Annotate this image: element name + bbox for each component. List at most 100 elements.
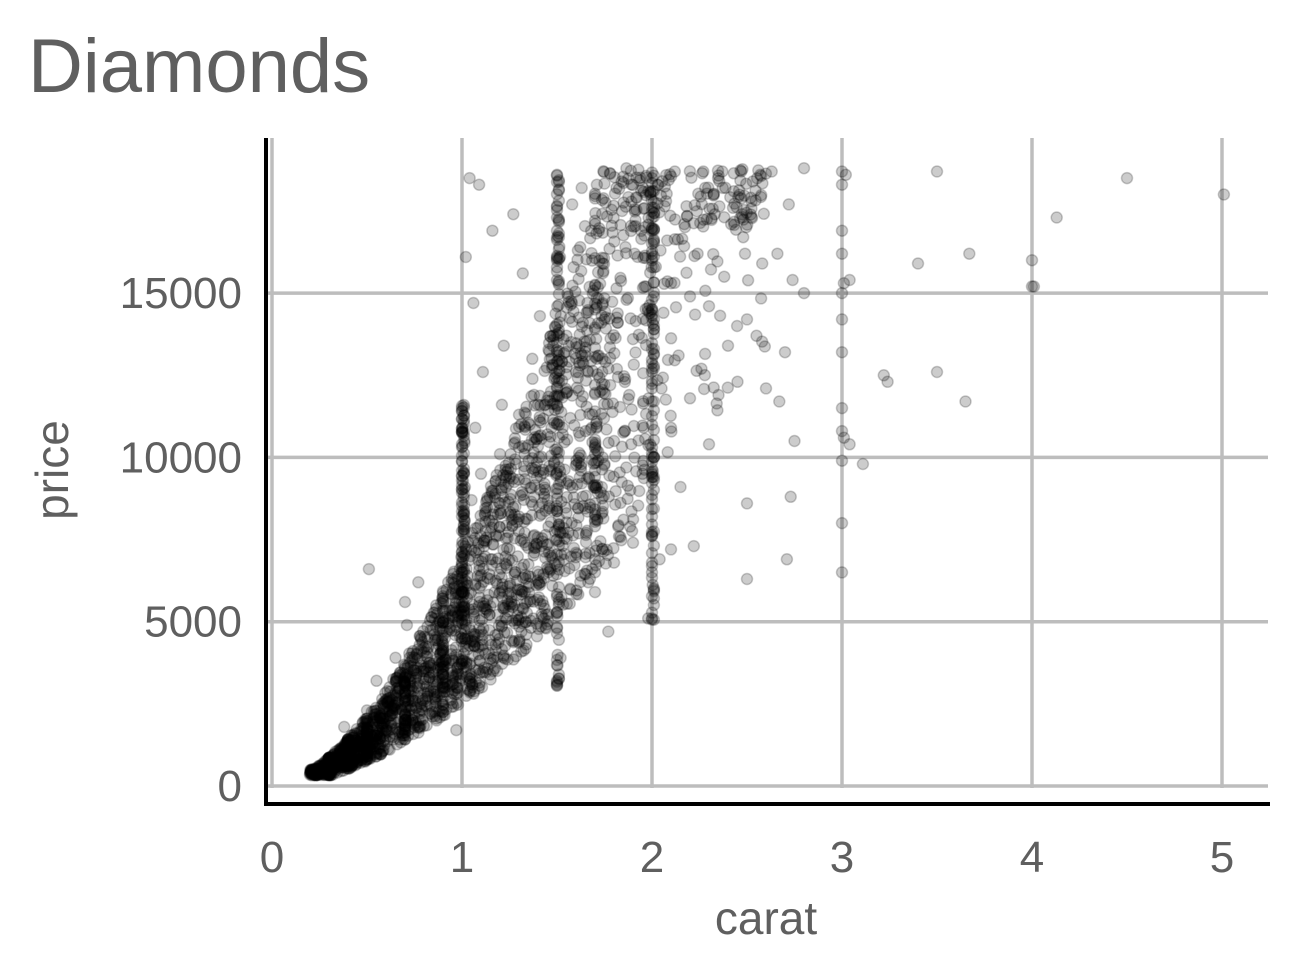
data-point — [341, 755, 355, 769]
data-point — [788, 434, 801, 448]
data-point — [398, 674, 411, 688]
data-point — [329, 760, 342, 774]
data-point — [320, 766, 333, 779]
data-point — [489, 528, 503, 542]
data-point — [550, 466, 564, 480]
data-point — [640, 171, 654, 184]
data-point — [446, 582, 460, 595]
data-point — [315, 766, 328, 780]
grid-lines — [268, 138, 1268, 788]
data-point — [505, 634, 518, 647]
data-point — [313, 768, 326, 781]
data-point — [575, 181, 588, 195]
data-point — [608, 450, 622, 463]
data-point — [731, 375, 744, 389]
data-point — [546, 413, 560, 427]
data-point — [457, 563, 471, 576]
data-point — [360, 730, 374, 743]
data-point — [485, 486, 499, 499]
data-point — [497, 339, 511, 352]
data-point — [440, 703, 453, 716]
data-point — [580, 524, 594, 538]
data-point — [550, 265, 564, 278]
data-point — [608, 187, 622, 200]
data-point — [550, 467, 563, 480]
data-point — [406, 680, 419, 693]
data-point — [552, 535, 566, 548]
data-point — [711, 172, 725, 185]
data-point — [422, 656, 436, 670]
data-point — [638, 280, 651, 293]
data-point — [341, 746, 355, 760]
data-point — [636, 395, 650, 408]
data-point — [446, 608, 459, 622]
data-point — [619, 240, 632, 254]
data-point — [605, 203, 618, 217]
data-point — [478, 507, 492, 520]
data-point — [363, 743, 376, 756]
data-point — [959, 395, 972, 408]
data-point — [303, 767, 317, 780]
data-point — [608, 235, 621, 248]
data-point — [550, 203, 564, 217]
data-point — [341, 748, 355, 761]
data-point — [668, 232, 682, 246]
data-point — [458, 549, 471, 562]
data-point — [707, 188, 720, 201]
data-point — [438, 631, 452, 645]
data-point — [333, 742, 347, 756]
data-point — [351, 755, 364, 769]
data-point — [690, 364, 703, 378]
data-point — [530, 432, 544, 446]
data-point — [341, 753, 355, 767]
data-point — [645, 462, 659, 476]
data-point — [412, 691, 425, 704]
data-point — [542, 343, 555, 357]
data-point — [349, 752, 363, 765]
data-point — [700, 187, 714, 200]
data-point — [585, 254, 599, 267]
data-point — [598, 177, 611, 190]
data-point — [708, 207, 721, 221]
data-point — [646, 465, 660, 478]
data-point — [416, 713, 429, 726]
data-point — [322, 766, 336, 779]
data-point — [552, 598, 566, 612]
data-point — [550, 487, 564, 500]
data-point — [495, 643, 509, 656]
data-point — [571, 502, 585, 515]
data-point — [647, 286, 661, 299]
data-point — [390, 738, 404, 751]
data-point — [472, 564, 486, 577]
data-point — [647, 450, 661, 464]
data-point — [398, 709, 412, 722]
data-point — [647, 433, 661, 447]
data-point — [455, 576, 469, 590]
data-point — [589, 544, 602, 558]
data-point — [551, 482, 565, 496]
data-point — [371, 714, 385, 728]
data-point — [495, 398, 509, 412]
data-point — [319, 764, 332, 777]
data-point — [468, 628, 482, 641]
data-point — [489, 530, 503, 543]
data-point — [619, 246, 633, 260]
data-point — [446, 609, 459, 623]
data-point — [733, 188, 746, 201]
data-point — [328, 756, 341, 770]
data-point — [645, 377, 659, 391]
data-point — [622, 392, 635, 406]
data-point — [328, 753, 342, 767]
data-point — [421, 646, 434, 659]
data-point — [399, 713, 413, 727]
data-point — [428, 606, 442, 619]
data-point — [550, 677, 564, 691]
data-point — [382, 704, 396, 718]
data-point — [360, 712, 374, 725]
data-point — [344, 735, 357, 748]
data-point — [436, 660, 450, 674]
data-point — [739, 177, 753, 191]
data-point — [555, 355, 569, 368]
data-point — [460, 660, 473, 674]
